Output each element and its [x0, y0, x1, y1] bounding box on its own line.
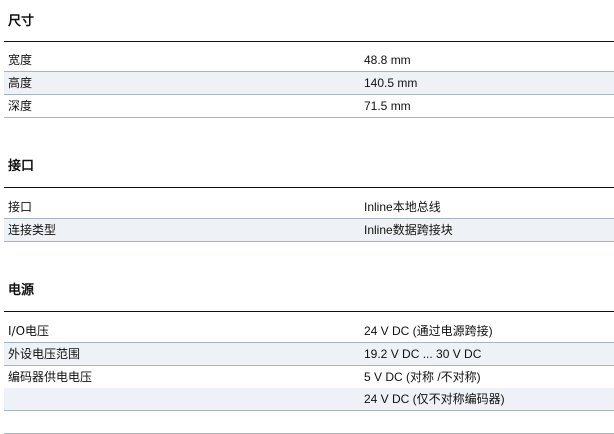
row-label: 连接类型 — [8, 223, 57, 237]
row-label: 高度 — [8, 76, 33, 90]
row-value: Inline本地总线 — [364, 200, 441, 214]
table-row: 接口 Inline本地总线 — [4, 196, 614, 219]
table-row: 编码器供电电压 5 V DC (对称 /不对称) — [4, 366, 614, 389]
row-label: 接口 — [8, 200, 33, 214]
row-value: Inline数据跨接块 — [364, 223, 453, 237]
row-value: 48.8 mm — [364, 53, 411, 67]
section-title: 电源 — [8, 283, 35, 298]
section-rule — [4, 311, 614, 312]
section-rule — [4, 187, 614, 188]
row-value: 5 V DC (对称 /不对称) — [364, 370, 481, 384]
row-value: 140.5 mm — [364, 76, 418, 90]
row-value: 24 V DC (通过电源跨接) — [364, 324, 493, 338]
row-label: 编码器供电电压 — [8, 370, 93, 384]
row-label: 外设电压范围 — [8, 347, 81, 361]
table-row: 高度 140.5 mm — [4, 72, 614, 95]
table-row: 深度 71.5 mm — [4, 95, 614, 118]
section-title: 尺寸 — [8, 14, 35, 29]
row-label: I/O电压 — [8, 324, 50, 338]
table-row-partial — [4, 411, 614, 434]
row-label: 深度 — [8, 99, 33, 113]
table-row: 外设电压范围 19.2 V DC ... 30 V DC — [4, 343, 614, 366]
row-value: 71.5 mm — [364, 99, 411, 113]
row-value: 19.2 V DC ... 30 V DC — [364, 347, 482, 361]
table-row: I/O电压 24 V DC (通过电源跨接) — [4, 320, 614, 343]
table-row: 24 V DC (仅不对称编码器) — [4, 388, 614, 411]
table-row: 宽度 48.8 mm — [4, 49, 614, 72]
row-value: 24 V DC (仅不对称编码器) — [364, 392, 505, 406]
section-title: 接口 — [8, 159, 35, 174]
row-label: 宽度 — [8, 53, 33, 67]
section-rule — [4, 41, 614, 42]
table-row: 连接类型 Inline数据跨接块 — [4, 219, 614, 242]
